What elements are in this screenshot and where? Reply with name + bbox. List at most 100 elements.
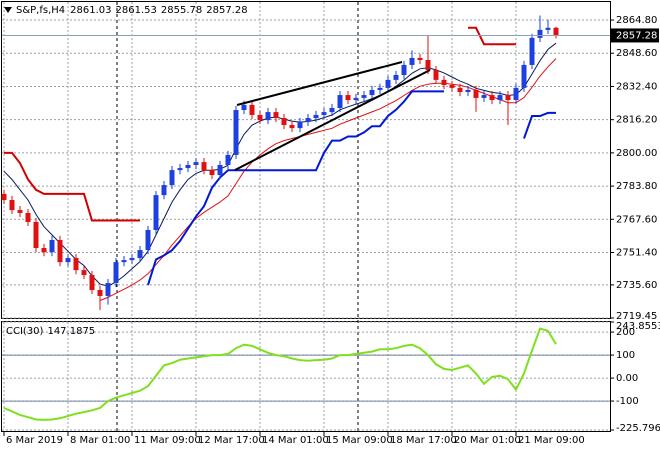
trend-line: [236, 61, 403, 106]
candle-body: [537, 29, 543, 38]
y-tick-label: 200: [616, 327, 635, 338]
candle-body: [33, 221, 39, 248]
x-tick-label: 11 Mar 09:00: [134, 435, 201, 446]
y-tick-label: 2767.60: [616, 214, 657, 225]
header-high: 2861.53: [116, 5, 157, 16]
candle-body: [553, 27, 559, 36]
header-open: 2861.03: [70, 5, 111, 16]
trend-line: [234, 69, 431, 171]
overlay-line: [4, 26, 516, 222]
candle-body: [481, 95, 487, 98]
candle-body: [337, 95, 343, 108]
candle-body: [49, 239, 55, 253]
candle-body: [25, 212, 31, 222]
candle-body: [521, 64, 527, 88]
current-price-box: [611, 28, 659, 43]
candle-body: [393, 74, 399, 80]
candle-body: [89, 275, 95, 291]
current-price-label: 2857.28: [616, 30, 657, 41]
candle-body: [217, 164, 223, 176]
candle-body: [529, 37, 535, 65]
candle-body: [329, 107, 335, 113]
candle-body: [193, 162, 199, 165]
y-tick-label: 2864.80: [616, 15, 657, 26]
candle-body: [249, 104, 255, 115]
candle-body: [425, 60, 431, 71]
header-close: 2857.28: [206, 5, 247, 16]
x-tick-label: 12 Mar 17:00: [198, 435, 265, 446]
y-tick-label: -100: [616, 396, 639, 407]
candle-body: [345, 95, 351, 100]
candle-body: [417, 57, 423, 61]
candle-body: [489, 95, 495, 100]
candle-body: [377, 87, 383, 90]
candle-body: [137, 250, 143, 259]
x-tick-label: 20 Mar 01:00: [454, 435, 521, 446]
candle-body: [353, 97, 359, 100]
candle-body: [401, 64, 407, 75]
candle-body: [281, 118, 287, 125]
candle-body: [409, 57, 415, 65]
y-tick-label: 2848.60: [616, 48, 657, 59]
candle-body: [513, 87, 519, 100]
candle-body: [433, 70, 439, 80]
menu-triangle[interactable]: [4, 7, 12, 13]
candle-body: [273, 112, 279, 119]
candle-body: [369, 89, 375, 96]
candle-body: [241, 104, 247, 111]
indicator-header: CCI(30) 147.1875: [6, 326, 95, 337]
x-tick-label: 18 Mar 17:00: [390, 435, 457, 446]
candle-body: [161, 185, 167, 196]
candle-body: [185, 164, 191, 169]
y-tick-label: 100: [616, 350, 635, 361]
candle-body: [177, 168, 183, 171]
candle-body: [145, 229, 151, 251]
candle-body: [361, 95, 367, 98]
candle-body: [41, 247, 47, 253]
x-tick-label: 21 Mar 09:00: [518, 435, 585, 446]
y-tick-label: 0.00: [616, 373, 638, 384]
overlay-line: [147, 90, 556, 286]
candle-body: [449, 85, 455, 88]
y-tick-label: 2816.20: [616, 115, 657, 126]
candle-body: [105, 283, 111, 296]
candle-body: [73, 258, 79, 271]
candle-body: [233, 110, 239, 155]
candle-body: [129, 258, 135, 261]
y-tick-label: 2832.40: [616, 81, 657, 92]
candle-body: [473, 89, 479, 98]
x-tick-label: 14 Mar 01:00: [262, 435, 329, 446]
candle-body: [385, 79, 391, 88]
chart-header: S&P,fs,H4 2861.03 2861.53 2855.78 2857.28: [16, 5, 248, 16]
candle-body: [65, 258, 71, 263]
candle-body: [441, 79, 447, 86]
indicator-title: CCI(30): [6, 326, 44, 337]
indicator-value: 147.1875: [47, 326, 95, 337]
candle-body: [169, 170, 175, 186]
y-tick-label: 2783.80: [616, 181, 657, 192]
x-tick-label: 6 Mar 2019: [6, 435, 63, 446]
candle-body: [545, 27, 551, 30]
candle-body: [1, 193, 7, 201]
candle-body: [121, 260, 127, 263]
candle-body: [17, 210, 23, 213]
x-tick-label: 15 Mar 09:00: [326, 435, 393, 446]
y-tick-label: -225.7963: [616, 423, 660, 434]
candle-body: [457, 87, 463, 92]
candle-body: [225, 154, 231, 165]
candle-body: [497, 95, 503, 100]
candle-body: [289, 124, 295, 129]
candle-body: [257, 114, 263, 121]
overlay-line: [3, 42, 557, 287]
candle-body: [305, 118, 311, 122]
indicator-line: [3, 327, 557, 421]
y-tick-label: 2751.40: [616, 248, 657, 259]
y-tick-label: 2800.00: [616, 148, 657, 159]
y-tick-label: 243.8553: [616, 321, 660, 332]
candle-body: [57, 239, 63, 263]
candle-body: [321, 112, 327, 115]
candle-body: [209, 170, 215, 176]
candle-body: [153, 195, 159, 230]
